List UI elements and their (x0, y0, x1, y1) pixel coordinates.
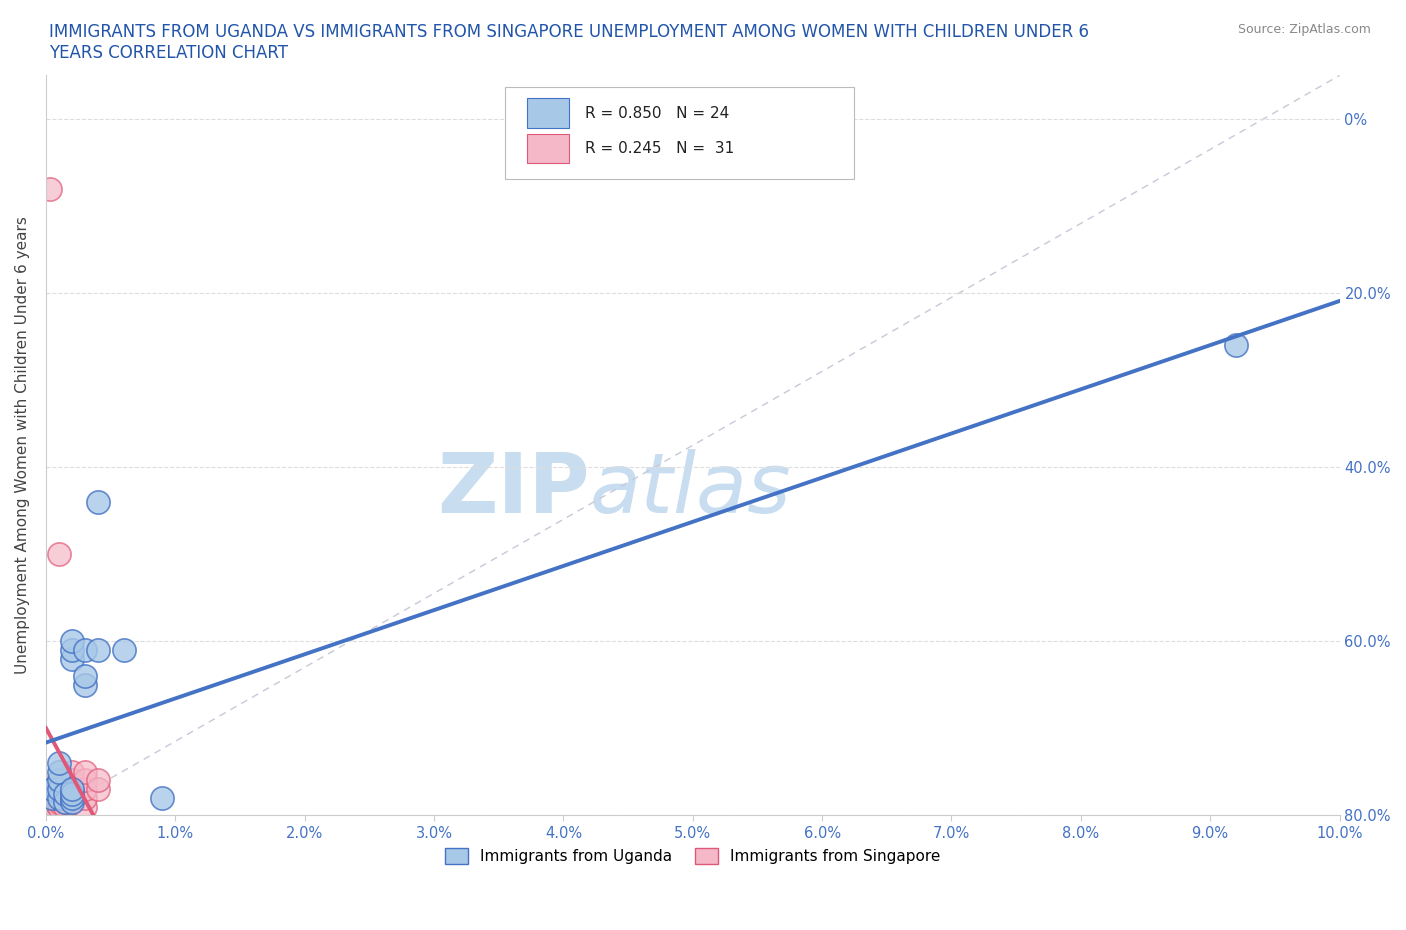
Point (60, 773, 83, 788)
Point (73, 643, 96, 658)
Legend: Immigrants from Uganda, Immigrants from Singapore: Immigrants from Uganda, Immigrants from … (439, 843, 946, 870)
Point (48, 795, 70, 810)
Point (48, 790, 70, 805)
Point (60, 633, 83, 648)
Text: atlas: atlas (589, 449, 792, 530)
Point (60, 786, 83, 801)
Y-axis label: Unemployment Among Women with Children Under 6 years: Unemployment Among Women with Children U… (15, 217, 30, 674)
Point (48, 764, 70, 779)
Point (60, 782, 83, 797)
Point (53, 795, 76, 810)
Point (53, 786, 76, 801)
Point (60, 782, 83, 797)
FancyBboxPatch shape (505, 86, 855, 179)
Point (41, 790, 63, 805)
Point (73, 669, 96, 684)
Point (150, 790, 173, 805)
Point (53, 799, 76, 814)
FancyBboxPatch shape (527, 99, 568, 128)
Point (41, 799, 63, 814)
Point (38, 799, 60, 814)
Point (60, 790, 83, 805)
Point (48, 755, 70, 770)
Text: R = 0.850   N = 24: R = 0.850 N = 24 (585, 106, 730, 121)
Point (48, 773, 70, 788)
Point (41, 790, 63, 805)
FancyBboxPatch shape (527, 134, 568, 164)
Point (44, 790, 66, 805)
Point (86, 495, 108, 510)
Point (86, 643, 108, 658)
Text: Source: ZipAtlas.com: Source: ZipAtlas.com (1237, 23, 1371, 36)
Point (73, 677, 96, 692)
Point (86, 782, 108, 797)
Text: ZIP: ZIP (437, 449, 589, 530)
Point (60, 790, 83, 805)
Point (60, 651, 83, 666)
Point (73, 790, 96, 805)
Point (41, 782, 63, 797)
Point (53, 795, 76, 810)
Text: IMMIGRANTS FROM UGANDA VS IMMIGRANTS FROM SINGAPORE UNEMPLOYMENT AMONG WOMEN WIT: IMMIGRANTS FROM UGANDA VS IMMIGRANTS FRO… (49, 23, 1090, 62)
Point (48, 773, 70, 788)
Point (48, 786, 70, 801)
Point (60, 795, 83, 810)
Point (73, 773, 96, 788)
Point (38, 181, 60, 196)
Point (60, 764, 83, 779)
Point (60, 795, 83, 810)
Point (44, 795, 66, 810)
Point (60, 643, 83, 658)
Point (48, 547, 70, 562)
Point (53, 790, 76, 805)
Point (48, 790, 70, 805)
Point (48, 782, 70, 797)
Point (41, 782, 63, 797)
Point (112, 643, 135, 658)
Point (73, 782, 96, 797)
Point (48, 799, 70, 814)
Point (44, 799, 66, 814)
Point (73, 799, 96, 814)
Point (48, 782, 70, 797)
Point (73, 764, 96, 779)
Point (60, 786, 83, 801)
Text: R = 0.245   N =  31: R = 0.245 N = 31 (585, 141, 734, 156)
Point (86, 773, 108, 788)
Point (1225, 338, 1247, 352)
